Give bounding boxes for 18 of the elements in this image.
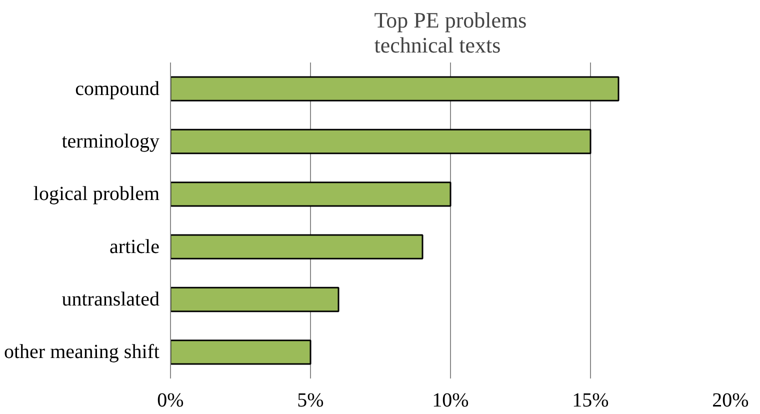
x-tick-label: 5% [297, 390, 324, 412]
y-tick-label: article [110, 236, 160, 258]
y-tick-label: terminology [62, 130, 160, 152]
chart-title: Top PE problems technical texts [374, 8, 527, 58]
bar [170, 286, 340, 312]
y-tick-label: logical problem [33, 183, 160, 206]
bar [170, 76, 620, 102]
bar [170, 340, 312, 365]
bar [170, 182, 452, 207]
y-tick-label: other meaning shift [4, 341, 160, 364]
y-tick-label: compound [75, 78, 160, 100]
x-tick-label: 10% [432, 390, 469, 412]
x-tick-label: 0% [157, 390, 184, 412]
x-tick-label: 15% [572, 390, 609, 412]
x-tick-label: 20% [712, 390, 749, 412]
bar [170, 234, 424, 260]
y-tick-label: untranslated [62, 288, 160, 310]
bar [170, 128, 592, 154]
